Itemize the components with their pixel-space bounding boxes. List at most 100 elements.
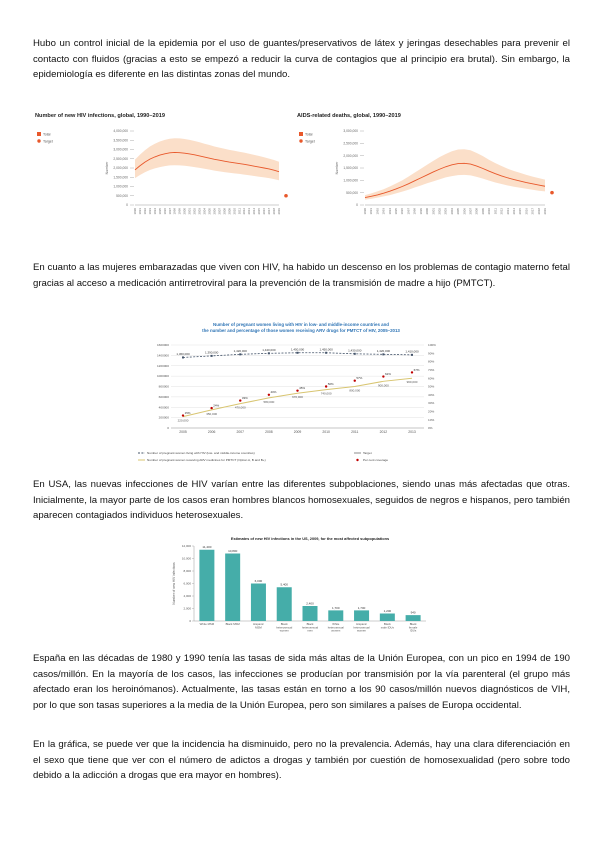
category-label: Hispanic — [253, 622, 264, 626]
x-tick-label: 1998 — [173, 208, 177, 215]
category-label: MSM — [255, 625, 262, 629]
new-hiv-infections-figure: Number of new HIV infections, global, 19… — [35, 113, 288, 215]
percent-dot — [410, 371, 414, 374]
x-tick-label: 1993 — [148, 208, 152, 215]
right-y-tick-label: 80% — [428, 360, 434, 364]
paragraph-incidence-prevalence: En la gráfica, se puede ver que la incid… — [33, 739, 570, 782]
x-tick-label: 2000 — [183, 208, 187, 215]
category-label: women — [331, 629, 340, 633]
legend-total-label: Total — [305, 133, 313, 137]
chart-new-hiv-infections: Number of new HIV infections, global, 19… — [33, 108, 291, 239]
women-living-label: 1,450,000 — [291, 347, 305, 351]
bar — [405, 615, 421, 621]
bar — [379, 613, 395, 621]
left-y-tick-label: 600000 — [159, 395, 170, 399]
x-tick-label: 2009 — [481, 208, 485, 215]
x-tick-label: 1991 — [138, 208, 142, 215]
legend-total-label: Total — [43, 133, 51, 137]
x-tick-label: 1994 — [388, 208, 392, 215]
y-tick-label: 2,000,000 — [343, 154, 358, 158]
right-y-tick-label: 90% — [428, 351, 434, 355]
category-label: women — [357, 629, 366, 633]
left-y-tick-label: 1200000 — [157, 364, 169, 368]
y-tick-label: 8,000 — [183, 569, 191, 573]
right-y-tick-label: 30% — [428, 401, 434, 405]
chart-title: AIDS-related deaths, global, 1990–2019 — [297, 113, 401, 119]
percent-label: 57% — [356, 376, 362, 380]
x-tick-label: 1992 — [143, 208, 147, 215]
pmtct-coverage-figure: Number of pregnant women living with HIV… — [138, 322, 436, 462]
x-tick-label: 2011 — [493, 208, 497, 215]
x-tick-label: 2017 — [267, 208, 271, 215]
bar-value-label: 940 — [411, 611, 416, 615]
x-tick-label: 2017 — [531, 208, 535, 215]
category-label: men — [307, 629, 313, 633]
chart-title: Estimates of new HIV infections in the U… — [231, 536, 389, 541]
category-label: heterosexual — [276, 625, 292, 629]
y-tick-label: 2,500,000 — [343, 142, 358, 146]
percent-dot — [296, 389, 299, 392]
legend-label: Number of pregnant women living with HIV… — [147, 451, 255, 455]
percent-dot — [267, 393, 271, 396]
category-label: White MSM — [200, 622, 215, 626]
percent-dot — [353, 379, 356, 382]
x-tick-label: 2012 — [380, 430, 388, 434]
percent-label: 62% — [385, 372, 391, 376]
x-tick-label: 2002 — [193, 208, 197, 215]
left-y-tick-label: 1400000 — [157, 353, 169, 357]
y-tick-label: 4,000,000 — [113, 129, 128, 133]
x-tick-label: 2011 — [237, 208, 241, 215]
x-tick-label: 2000 — [425, 208, 429, 215]
y-axis-title: Number of new HIV infections — [172, 562, 176, 605]
x-tick-label: 2008 — [222, 208, 226, 215]
x-tick-label: 1990 — [133, 208, 137, 215]
category-label: male IDUs — [381, 625, 395, 629]
y-tick-label: 1,000,000 — [113, 185, 128, 189]
percent-dot — [239, 399, 242, 402]
receiving-arv-label: 960,000 — [407, 380, 418, 384]
percent-label: 15% — [185, 411, 191, 415]
women-living-marker — [325, 351, 328, 354]
bar-value-label: 6,000 — [255, 579, 263, 583]
percent-label: 24% — [213, 403, 219, 407]
bar-value-label: 10,800 — [228, 549, 238, 553]
chart-us-subpopulations: Estimates of new HIV infections in the U… — [168, 532, 436, 653]
y-tick-label: 3,000,000 — [113, 148, 128, 152]
percent-dot — [210, 406, 213, 410]
women-living-label: 1,390,000 — [205, 350, 219, 354]
y-axis-title: Number — [105, 161, 109, 175]
right-y-tick-label: 100% — [428, 343, 436, 347]
y-tick-label: 12,000 — [182, 544, 192, 548]
y-tick-label: 1,500,000 — [113, 175, 128, 179]
us-subpopulations-figure: Estimates of new HIV infections in the U… — [172, 536, 426, 633]
target-dot — [284, 193, 288, 198]
y-tick-label: 1,500,000 — [343, 166, 358, 170]
x-tick-label: 1993 — [382, 208, 386, 215]
category-label: heterosexual — [354, 625, 370, 629]
x-tick-label: 2016 — [262, 208, 266, 215]
x-tick-label: 2018 — [537, 208, 541, 215]
category-label: women — [280, 629, 289, 633]
y-tick-label: 0 — [189, 619, 191, 623]
legend-target-swatch — [299, 139, 303, 143]
category-label: Hispanic — [356, 622, 367, 626]
bar — [225, 553, 241, 621]
receiving-arv-label: 580,000 — [263, 400, 274, 404]
women-living-label: 1,430,000 — [348, 348, 362, 352]
women-living-marker — [210, 354, 213, 357]
x-tick-label: 2009 — [294, 430, 302, 434]
chart-title: Number of new HIV infections, global, 19… — [35, 113, 165, 119]
women-living-label: 1,420,000 — [377, 349, 391, 353]
x-tick-label: 2006 — [212, 208, 216, 215]
x-tick-label: 2019 — [277, 208, 281, 215]
receiving-arv-label: 670,000 — [292, 395, 303, 399]
receiving-arv-label: 800,000 — [349, 389, 360, 393]
right-y-tick-label: 40% — [428, 393, 434, 397]
x-tick-label: 1997 — [406, 208, 410, 215]
category-label: IDUs — [410, 629, 417, 633]
x-tick-label: 2019 — [543, 208, 547, 215]
x-tick-label: 1994 — [153, 208, 157, 215]
receiving-arv-label: 740,000 — [321, 392, 332, 396]
percent-label: 67% — [414, 368, 420, 372]
left-y-tick-label: 1000000 — [157, 374, 169, 378]
